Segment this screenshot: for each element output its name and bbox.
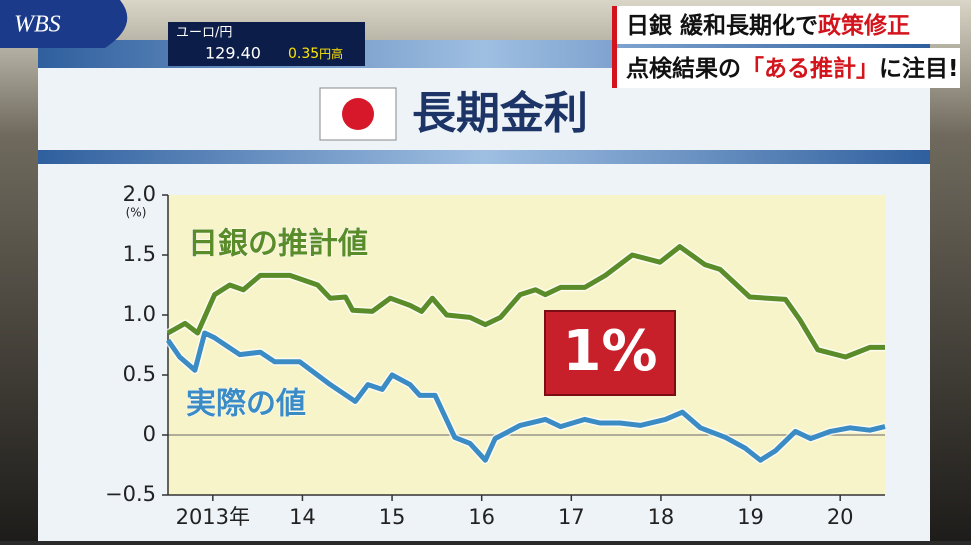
headline: 日銀 緩和長期化で政策修正 <box>626 12 910 39</box>
headline-box <box>612 48 960 88</box>
headline-segment: 政策修正 <box>818 12 910 39</box>
annotation-box <box>544 310 676 396</box>
y-tick-label: 1.5 <box>123 242 156 266</box>
y-tick-label: 1.0 <box>123 302 156 326</box>
headline-segment: 日銀 緩和長期化で <box>626 12 818 39</box>
series-label: 実際の値 <box>186 387 306 422</box>
y-tick-label: 0.5 <box>123 362 156 386</box>
board-stripe <box>38 150 930 164</box>
y-tick-label: −0.5 <box>105 482 156 506</box>
x-tick-label: 20 <box>827 505 854 529</box>
logo-badge <box>0 0 128 48</box>
y-tick-label: 2.0 <box>123 182 156 206</box>
ticker-rate: 129.40 <box>205 44 261 63</box>
y-unit: (%) <box>126 206 147 220</box>
headline-accent <box>612 6 617 88</box>
series-line <box>165 330 886 463</box>
headline-segment: 「ある推計」 <box>741 55 879 82</box>
ticker-change-unit: 円高 <box>319 46 343 61</box>
series-line <box>166 244 885 360</box>
chart: −0.5 0 0.5 1.0 1.5 2.0 2013年 14 15 16 17 18 19 20 日銀の推… <box>105 182 886 529</box>
x-tick-label: 16 <box>468 505 495 529</box>
x-tick-label: 17 <box>558 505 585 529</box>
japan-flag <box>319 87 397 141</box>
headline-segment: に注目! <box>879 55 959 82</box>
flag-disc <box>342 98 374 130</box>
logo: WBS <box>14 12 61 38</box>
x-tick-label: 15 <box>379 505 406 529</box>
series-label: 日銀の推計値 <box>188 227 368 262</box>
annotation: 1% <box>562 319 657 384</box>
ticker-change: 0.35円高 <box>288 46 343 63</box>
panel-title: 長期金利 <box>412 88 588 139</box>
plot-area <box>168 195 885 495</box>
headline: 点検結果の「ある推計」に注目! <box>626 55 959 82</box>
x-tick-label: 18 <box>648 505 675 529</box>
x-tick-label: 19 <box>737 505 764 529</box>
x-tick-label: 14 <box>289 505 316 529</box>
x-tick-label: 2013年 <box>176 505 250 529</box>
ticker-pair: ユーロ/円 <box>176 26 232 41</box>
y-tick-label: 0 <box>143 422 156 446</box>
headline-segment: 点検結果の <box>626 55 741 82</box>
ticker-change-value: 0.35 <box>288 46 319 62</box>
ticker-box <box>168 22 365 66</box>
headline-box <box>612 6 960 44</box>
